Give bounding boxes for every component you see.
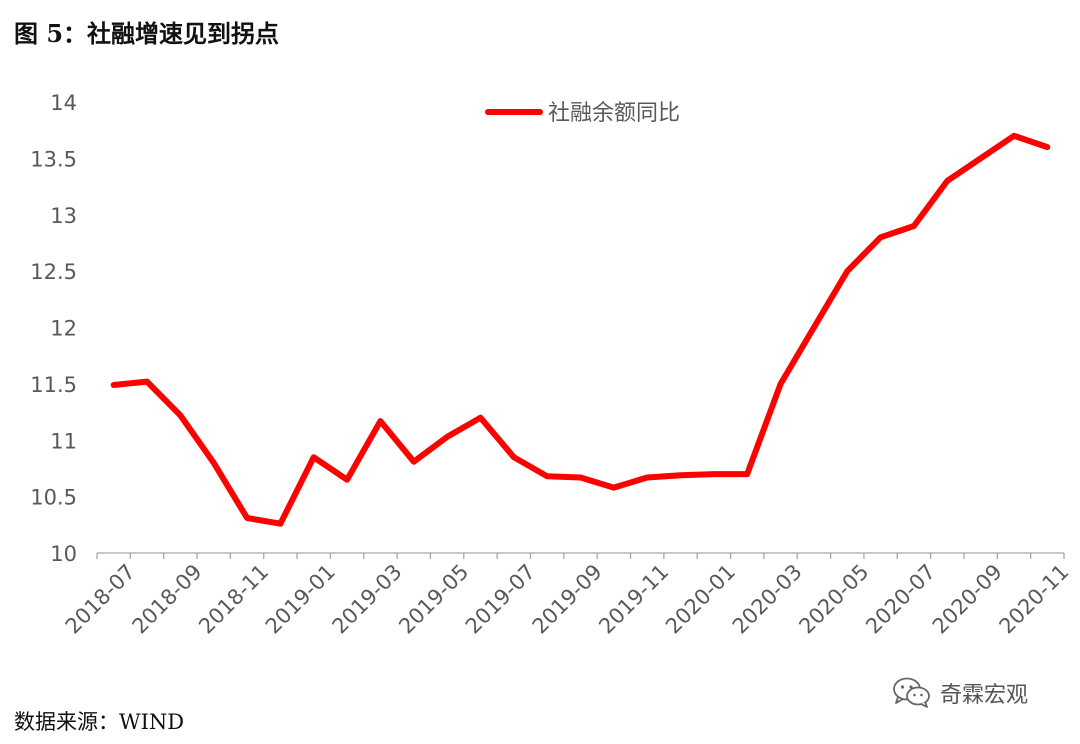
y-tick-label: 14 (50, 91, 77, 115)
y-tick-label: 13.5 (30, 147, 77, 171)
legend-label: 社融余额同比 (548, 101, 680, 126)
watermark-text: 奇霖宏观 (940, 683, 1029, 708)
x-tick-label: 2020-09 (928, 560, 1007, 639)
y-tick-label: 10 (50, 542, 77, 566)
x-tick-label: 2018-11 (194, 560, 273, 639)
source-note: 数据来源：WIND (14, 710, 185, 734)
line-chart: 10 10.5 11 11.5 12 12.5 13 13.5 14 2018-072018-09… (30, 91, 1074, 639)
x-tick-label: 2019-09 (528, 560, 607, 639)
y-tick-label: 11.5 (30, 373, 77, 397)
x-tick-label: 2018-07 (61, 560, 140, 639)
wechat-icon (893, 677, 930, 708)
series-line (110, 132, 1051, 527)
figure-title: 图 5：社融增速见到拐点 (14, 19, 280, 48)
y-tick-label: 12.5 (30, 260, 77, 284)
x-tick-label: 2018-09 (128, 560, 207, 639)
x-tick-label: 2020-11 (995, 560, 1074, 639)
x-tick-label: 2020-03 (728, 560, 807, 639)
x-tick-label: 2019-03 (328, 560, 407, 639)
y-tick-label: 10.5 (30, 486, 77, 510)
x-tick-label: 2020-07 (861, 560, 940, 639)
y-tick-label: 12 (50, 317, 77, 341)
x-tick-label: 2019-05 (394, 560, 473, 639)
x-tick-label: 2019-07 (461, 560, 540, 639)
watermark: 奇霖宏观 (892, 676, 1028, 710)
x-tick-label: 2020-01 (661, 560, 740, 639)
x-tick-label: 2019-01 (261, 560, 340, 639)
x-tick-label: 2019-11 (594, 560, 673, 639)
y-tick-label: 13 (50, 204, 77, 228)
y-tick-label: 11 (50, 429, 77, 453)
x-tick-label: 2020-05 (794, 560, 873, 639)
